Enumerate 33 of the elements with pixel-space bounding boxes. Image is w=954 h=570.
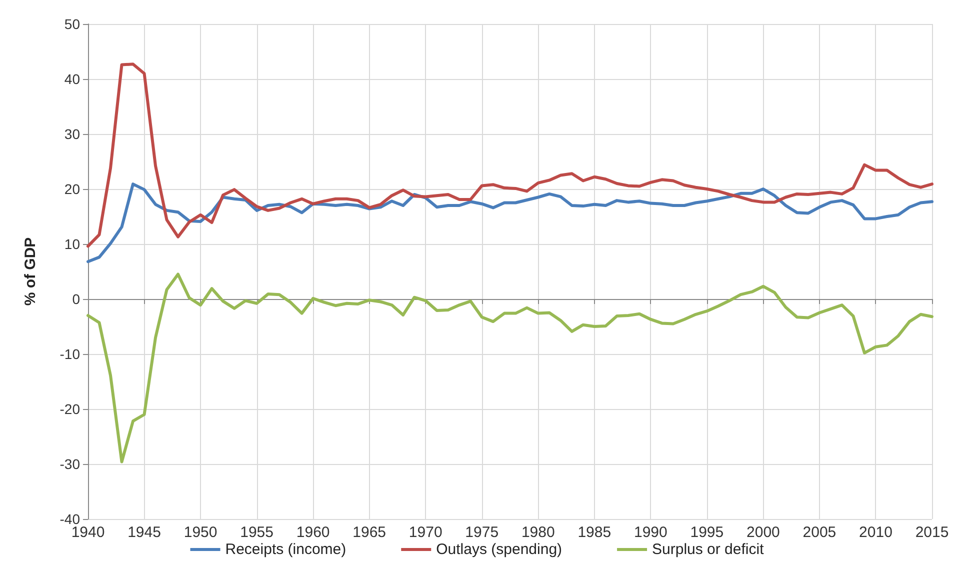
x-tick-label: 2010 <box>859 524 892 541</box>
x-tick-label: 1980 <box>521 524 555 541</box>
x-tick-label: 1970 <box>408 524 442 541</box>
legend-label: Outlays (spending) <box>436 541 562 558</box>
x-tick-label: 1965 <box>352 524 386 541</box>
y-axis-title: % of GDP <box>22 237 39 306</box>
x-tick-label: 1995 <box>690 524 724 541</box>
x-tick-label: 1945 <box>128 524 161 541</box>
line-series <box>86 182 934 264</box>
x-tick-label: 1990 <box>634 524 668 541</box>
y-tick-label: 20 <box>64 181 80 197</box>
y-tick-label: 0 <box>72 291 80 307</box>
y-tick-label: 50 <box>64 16 80 32</box>
x-tick-label: 1960 <box>296 524 330 541</box>
y-tick-label: 10 <box>64 236 80 252</box>
x-tick-label: 2000 <box>746 524 780 541</box>
y-tick-label: 30 <box>64 126 80 142</box>
y-tick-label: -10 <box>60 346 80 362</box>
line-series <box>86 272 934 464</box>
legend-label: Receipts (income) <box>225 541 346 558</box>
x-tick-label: 2005 <box>802 524 836 541</box>
x-tick-label: 2015 <box>915 524 949 541</box>
x-tick-label: 1955 <box>240 524 274 541</box>
y-tick-label: 40 <box>64 71 80 87</box>
y-tick-label: -40 <box>60 511 80 527</box>
legend-label: Surplus or deficit <box>652 541 765 558</box>
x-tick-label: 1940 <box>71 524 105 541</box>
x-tick-label: 1950 <box>184 524 218 541</box>
y-tick-label: -30 <box>60 456 80 472</box>
x-tick-label: 1985 <box>578 524 612 541</box>
y-tick-label: -20 <box>60 401 80 417</box>
x-tick-label: 1975 <box>465 524 499 541</box>
line-series <box>86 62 934 248</box>
